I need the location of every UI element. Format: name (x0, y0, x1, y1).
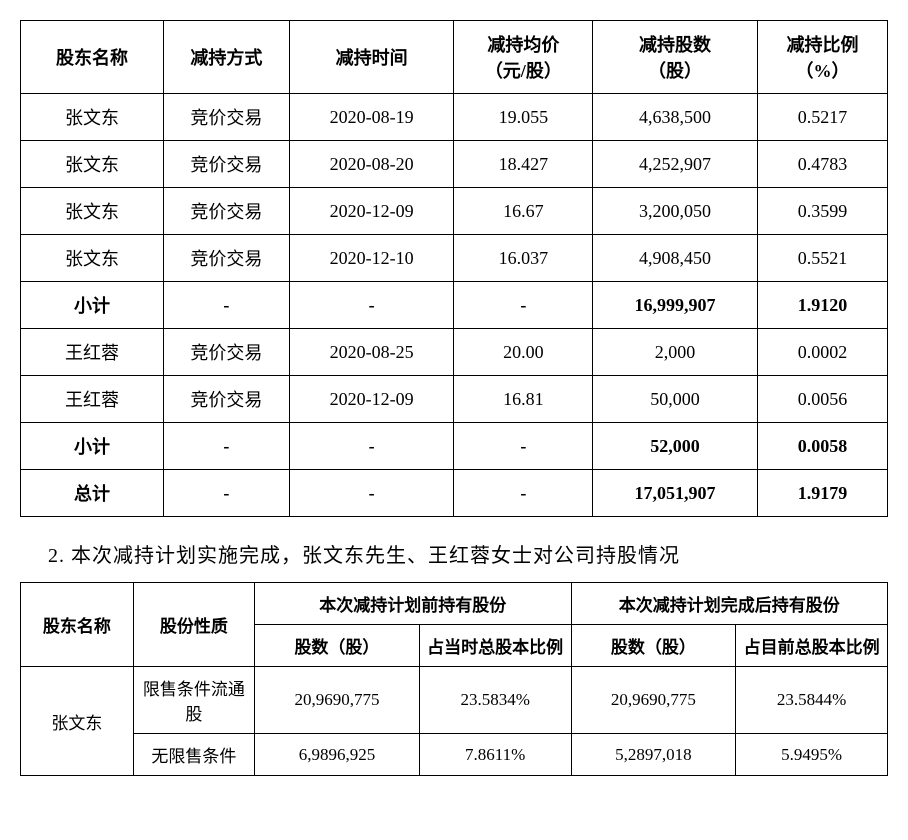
col-share-type: 股份性质 (133, 583, 254, 667)
table1-col-5: 减持比例（%） (757, 21, 887, 94)
cell: 1.9120 (757, 282, 887, 329)
col-pct-before: 占当时总股本比例 (419, 625, 571, 667)
cell: - (454, 282, 593, 329)
table1-head: 股东名称减持方式减持时间减持均价（元/股）减持股数（股）减持比例（%） (21, 21, 888, 94)
cell-value: 7.8611% (419, 734, 571, 776)
cell-value: 23.5834% (419, 667, 571, 734)
cell: 2020-08-25 (289, 329, 454, 376)
cell-share-type: 无限售条件 (133, 734, 254, 776)
cell: 17,051,907 (593, 470, 758, 517)
col-shares-after: 股数（股） (571, 625, 736, 667)
cell: 4,908,450 (593, 235, 758, 282)
cell: - (289, 282, 454, 329)
cell-share-type: 限售条件流通股 (133, 667, 254, 734)
cell: 张文东 (21, 188, 164, 235)
cell: 王红蓉 (21, 376, 164, 423)
cell-value: 20,9690,775 (255, 667, 420, 734)
col-group-after: 本次减持计划完成后持有股份 (571, 583, 887, 625)
cell: 3,200,050 (593, 188, 758, 235)
cell: 0.0056 (757, 376, 887, 423)
cell: - (164, 282, 290, 329)
table-row: 小计---52,0000.0058 (21, 423, 888, 470)
cell: 16.037 (454, 235, 593, 282)
cell: 2020-12-09 (289, 188, 454, 235)
table1-col-0: 股东名称 (21, 21, 164, 94)
cell: 竞价交易 (164, 188, 290, 235)
cell: 总计 (21, 470, 164, 517)
cell: 19.055 (454, 94, 593, 141)
table-row: 张文东竞价交易2020-08-1919.0554,638,5000.5217 (21, 94, 888, 141)
table-row: 王红蓉竞价交易2020-08-2520.002,0000.0002 (21, 329, 888, 376)
cell: 0.0002 (757, 329, 887, 376)
section-caption: 2. 本次减持计划实施完成，张文东先生、王红蓉女士对公司持股情况 (48, 539, 888, 568)
cell: 张文东 (21, 235, 164, 282)
cell: 张文东 (21, 141, 164, 188)
cell: 2,000 (593, 329, 758, 376)
cell: 王红蓉 (21, 329, 164, 376)
cell: 4,252,907 (593, 141, 758, 188)
table-row: 无限售条件 6,9896,925 7.8611% 5,2897,018 5.94… (21, 734, 888, 776)
cell: 16,999,907 (593, 282, 758, 329)
cell: - (289, 423, 454, 470)
cell: 4,638,500 (593, 94, 758, 141)
cell: 2020-12-10 (289, 235, 454, 282)
cell: 0.4783 (757, 141, 887, 188)
cell: 1.9179 (757, 470, 887, 517)
table-row: 张文东竞价交易2020-08-2018.4274,252,9070.4783 (21, 141, 888, 188)
cell-value: 6,9896,925 (255, 734, 420, 776)
table-row: 张文东竞价交易2020-12-1016.0374,908,4500.5521 (21, 235, 888, 282)
col-shares-before: 股数（股） (255, 625, 420, 667)
cell: 竞价交易 (164, 235, 290, 282)
table1-col-4: 减持股数（股） (593, 21, 758, 94)
cell-value: 5.9495% (736, 734, 888, 776)
table1-body: 张文东竞价交易2020-08-1919.0554,638,5000.5217张文… (21, 94, 888, 517)
reductions-table: 股东名称减持方式减持时间减持均价（元/股）减持股数（股）减持比例（%） 张文东竞… (20, 20, 888, 517)
cell: 16.67 (454, 188, 593, 235)
col-group-before: 本次减持计划前持有股份 (255, 583, 571, 625)
cell: - (164, 423, 290, 470)
table-row: 张文东竞价交易2020-12-0916.673,200,0500.3599 (21, 188, 888, 235)
cell: 20.00 (454, 329, 593, 376)
table-row: 小计---16,999,9071.9120 (21, 282, 888, 329)
cell: 2020-12-09 (289, 376, 454, 423)
table-row: 张文东 限售条件流通股 20,9690,775 23.5834% 20,9690… (21, 667, 888, 734)
cell: - (454, 470, 593, 517)
cell-value: 5,2897,018 (571, 734, 736, 776)
holdings-table: 股东名称 股份性质 本次减持计划前持有股份 本次减持计划完成后持有股份 股数（股… (20, 582, 888, 776)
cell: 18.427 (454, 141, 593, 188)
cell: 0.5521 (757, 235, 887, 282)
col-pct-after: 占目前总股本比例 (736, 625, 888, 667)
table-row: 总计---17,051,9071.9179 (21, 470, 888, 517)
table-row: 王红蓉竞价交易2020-12-0916.8150,0000.0056 (21, 376, 888, 423)
cell: - (289, 470, 454, 517)
cell: 50,000 (593, 376, 758, 423)
cell: 竞价交易 (164, 141, 290, 188)
cell: 张文东 (21, 94, 164, 141)
cell: 52,000 (593, 423, 758, 470)
table2-head: 股东名称 股份性质 本次减持计划前持有股份 本次减持计划完成后持有股份 股数（股… (21, 583, 888, 667)
cell: 0.3599 (757, 188, 887, 235)
cell-value: 23.5844% (736, 667, 888, 734)
cell: 小计 (21, 423, 164, 470)
cell: 0.0058 (757, 423, 887, 470)
cell: 竞价交易 (164, 94, 290, 141)
cell: 0.5217 (757, 94, 887, 141)
cell: 竞价交易 (164, 329, 290, 376)
table1-col-2: 减持时间 (289, 21, 454, 94)
cell: 16.81 (454, 376, 593, 423)
cell: 竞价交易 (164, 376, 290, 423)
cell: 2020-08-20 (289, 141, 454, 188)
cell: 小计 (21, 282, 164, 329)
cell-shareholder: 张文东 (21, 667, 134, 776)
cell-value: 20,9690,775 (571, 667, 736, 734)
table2-body: 张文东 限售条件流通股 20,9690,775 23.5834% 20,9690… (21, 667, 888, 776)
table1-col-1: 减持方式 (164, 21, 290, 94)
cell: 2020-08-19 (289, 94, 454, 141)
cell: - (164, 470, 290, 517)
col-shareholder-name: 股东名称 (21, 583, 134, 667)
table1-col-3: 减持均价（元/股） (454, 21, 593, 94)
cell: - (454, 423, 593, 470)
